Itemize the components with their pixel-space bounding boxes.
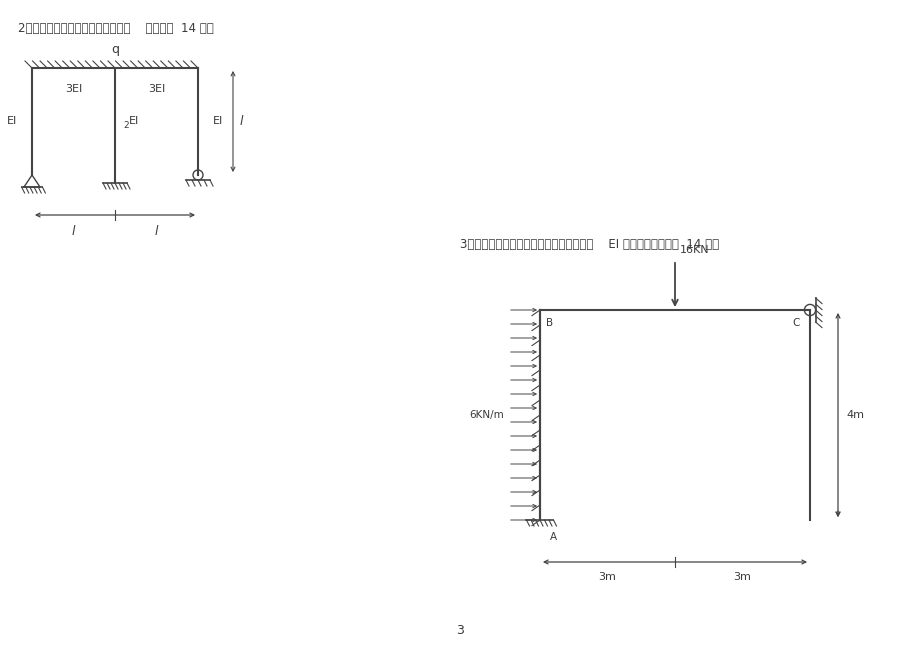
Text: B: B: [545, 318, 552, 328]
Text: 3: 3: [456, 624, 463, 637]
Text: 3m: 3m: [732, 572, 751, 582]
Text: C: C: [791, 318, 799, 328]
Text: EI: EI: [6, 117, 17, 126]
Text: EI: EI: [212, 117, 223, 126]
Text: 2: 2: [123, 121, 129, 130]
Text: 6KN/m: 6KN/m: [469, 410, 504, 420]
Text: 16KN: 16KN: [679, 245, 709, 255]
Text: 3EI: 3EI: [148, 84, 165, 94]
Text: l: l: [154, 225, 158, 238]
Text: l: l: [72, 225, 75, 238]
Text: 2、用力法求解图示结构的弯矩图。    （本小题  14 分）: 2、用力法求解图示结构的弯矩图。 （本小题 14 分）: [18, 22, 213, 35]
Text: 3、用位移法求解图示结构的弯矩图，各杆    EI 为常数。（本小题  14 分）: 3、用位移法求解图示结构的弯矩图，各杆 EI 为常数。（本小题 14 分）: [460, 238, 719, 251]
Text: l: l: [240, 115, 244, 128]
Text: 4m: 4m: [845, 410, 863, 420]
Text: q: q: [111, 43, 119, 56]
Text: A: A: [550, 532, 557, 542]
Text: 3EI: 3EI: [65, 84, 82, 94]
Text: 3m: 3m: [598, 572, 616, 582]
Text: EI: EI: [129, 117, 139, 126]
